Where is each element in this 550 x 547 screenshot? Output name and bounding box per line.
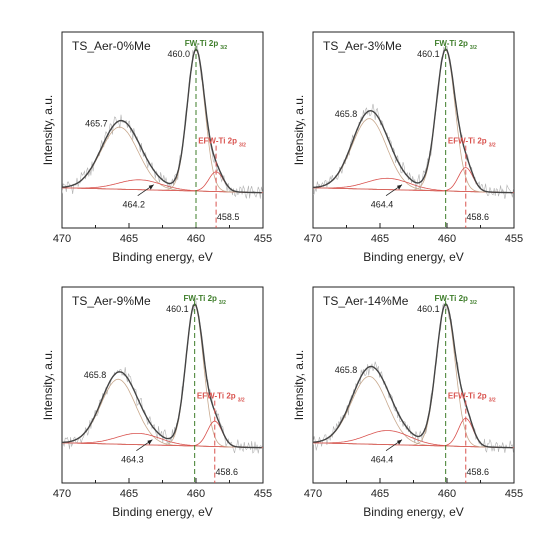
arrowhead bbox=[147, 439, 153, 445]
fit-envelope bbox=[62, 302, 262, 449]
x-tick-label: 460 bbox=[438, 233, 456, 245]
x-tick-label: 455 bbox=[505, 233, 523, 245]
x-axis-label: Binding energy, eV bbox=[112, 250, 213, 264]
fw-label: FW-Ti 2p 3/2 bbox=[185, 39, 228, 51]
y-axis-label: Intensity, a.u. bbox=[292, 350, 306, 420]
peak-label: 458.6 bbox=[466, 467, 489, 477]
arrowhead bbox=[397, 184, 403, 190]
panel-4: 470 465 460 455 Binding energy, eV Intensity,… bbox=[292, 286, 523, 519]
x-tick-label: 465 bbox=[371, 233, 389, 245]
efw-label-sub: 3/2 bbox=[238, 398, 245, 404]
panel-title: TS_Aer-0%Me bbox=[72, 39, 151, 53]
x-tick-label: 455 bbox=[254, 488, 272, 500]
component-peak bbox=[313, 167, 513, 194]
plot-area bbox=[62, 44, 263, 199]
plot-frame bbox=[312, 286, 515, 484]
raw-spectrum bbox=[313, 45, 514, 199]
peak-label: 464.2 bbox=[122, 200, 145, 210]
fw-label: FW-Ti 2p 3/2 bbox=[183, 294, 226, 306]
efw-label: EFW-Ti 2p 3/2 bbox=[198, 137, 246, 149]
peak-label: 460.1 bbox=[417, 304, 440, 314]
fit-envelope bbox=[313, 47, 513, 194]
peak-label: 464.3 bbox=[121, 455, 144, 465]
panel-2: 470 465 460 455 Binding energy, eV Intensity,… bbox=[292, 31, 523, 264]
x-tick-label: 455 bbox=[254, 233, 272, 245]
efw-label: EFW-Ti 2p 3/2 bbox=[448, 392, 496, 404]
fw-label-main: FW-Ti 2p bbox=[434, 39, 468, 48]
component-peak bbox=[313, 304, 513, 449]
plot-area bbox=[313, 302, 514, 454]
fw-label-sub: 3/2 bbox=[220, 45, 227, 51]
plot-area bbox=[313, 45, 514, 199]
fw-label-main: FW-Ti 2p bbox=[185, 39, 219, 48]
component-peak bbox=[313, 417, 513, 449]
x-tick-label: 470 bbox=[53, 488, 71, 500]
x-tick-label: 465 bbox=[120, 233, 138, 245]
panel-title: TS_Aer-14%Me bbox=[323, 294, 409, 308]
fw-label-sub: 3/2 bbox=[470, 45, 477, 51]
efw-label-main: EFW-Ti 2p bbox=[197, 392, 236, 401]
x-axis-label: Binding energy, eV bbox=[363, 505, 464, 519]
fw-label-sub: 3/2 bbox=[470, 300, 477, 306]
x-axis-label: Binding energy, eV bbox=[112, 505, 213, 519]
peak-label: 465.8 bbox=[84, 370, 107, 380]
peak-label: 465.7 bbox=[85, 119, 108, 129]
fw-label-main: FW-Ti 2p bbox=[434, 294, 468, 303]
x-tick-label: 465 bbox=[371, 488, 389, 500]
peak-label: 465.8 bbox=[335, 109, 358, 119]
raw-spectrum bbox=[313, 303, 514, 454]
panel-3: 470 465 460 455 Binding energy, eV Intensity,… bbox=[41, 286, 272, 519]
x-tick-label: 455 bbox=[505, 488, 523, 500]
peak-label: 460.1 bbox=[417, 49, 440, 59]
x-tick-label: 470 bbox=[304, 488, 322, 500]
plot-frame bbox=[61, 31, 264, 229]
efw-label-main: EFW-Ti 2p bbox=[198, 137, 237, 146]
x-axis-label: Binding energy, eV bbox=[363, 250, 464, 264]
efw-label-main: EFW-Ti 2p bbox=[448, 137, 487, 146]
peak-label: 458.6 bbox=[466, 212, 489, 222]
x-tick-label: 465 bbox=[120, 488, 138, 500]
peak-label: 458.6 bbox=[215, 467, 238, 477]
efw-label: EFW-Ti 2p 3/2 bbox=[197, 392, 245, 404]
fw-label-main: FW-Ti 2p bbox=[183, 294, 217, 303]
y-axis-label: Intensity, a.u. bbox=[41, 95, 55, 165]
efw-label: EFW-Ti 2p 3/2 bbox=[448, 137, 496, 149]
component-peak bbox=[313, 49, 513, 194]
panel-1: 470 465 460 455 Binding energy, eV Intensity,… bbox=[41, 31, 272, 264]
peak-label: 458.5 bbox=[217, 212, 240, 222]
plot-frame bbox=[312, 31, 515, 229]
fit-envelope bbox=[313, 302, 513, 449]
peak-label: 464.4 bbox=[371, 455, 394, 465]
panel-title: TS_Aer-9%Me bbox=[72, 294, 151, 308]
peak-label: 464.4 bbox=[371, 200, 394, 210]
efw-label-sub: 3/2 bbox=[489, 143, 496, 149]
plot-frame bbox=[61, 286, 264, 484]
efw-label-sub: 3/2 bbox=[489, 398, 496, 404]
peak-label: 460.0 bbox=[167, 49, 190, 59]
efw-label-sub: 3/2 bbox=[239, 143, 246, 149]
plot-area bbox=[62, 298, 263, 454]
efw-label-main: EFW-Ti 2p bbox=[448, 392, 487, 401]
y-axis-label: Intensity, a.u. bbox=[292, 95, 306, 165]
fw-label-sub: 3/2 bbox=[219, 300, 226, 306]
fw-label: FW-Ti 2p 3/2 bbox=[434, 39, 477, 51]
peak-label: 465.8 bbox=[335, 365, 358, 375]
peak-label: 460.1 bbox=[166, 304, 189, 314]
component-peak bbox=[62, 378, 262, 449]
x-tick-label: 470 bbox=[53, 233, 71, 245]
arrowhead bbox=[148, 184, 154, 190]
arrowhead bbox=[397, 439, 403, 445]
component-peak bbox=[313, 375, 513, 449]
panel-title: TS_Aer-3%Me bbox=[323, 39, 402, 53]
x-tick-label: 460 bbox=[438, 488, 456, 500]
y-axis-label: Intensity, a.u. bbox=[41, 350, 55, 420]
x-tick-label: 460 bbox=[187, 488, 205, 500]
x-tick-label: 460 bbox=[187, 233, 205, 245]
x-tick-label: 470 bbox=[304, 233, 322, 245]
fit-envelope bbox=[62, 47, 262, 194]
fw-label: FW-Ti 2p 3/2 bbox=[434, 294, 477, 306]
